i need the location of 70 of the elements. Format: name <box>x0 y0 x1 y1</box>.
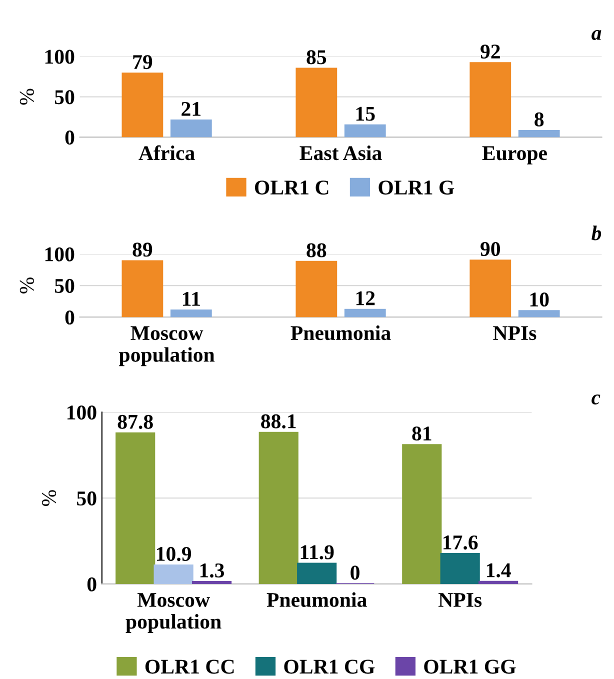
data-label: 11.9 <box>300 545 334 560</box>
legend-label: OLR1 CG <box>284 660 375 674</box>
data-label: 90 <box>480 242 500 256</box>
y-axis-title: % <box>42 490 56 506</box>
bar <box>192 581 232 584</box>
x-tick-label: Moscow population <box>119 326 215 366</box>
bar <box>154 564 194 584</box>
y-tick-label: 100 <box>45 50 74 64</box>
bar <box>122 260 164 318</box>
data-label: 88 <box>306 243 326 258</box>
legend-label: OLR1 G <box>378 180 454 195</box>
legend-label: OLR1 CC <box>145 660 234 674</box>
bar <box>440 553 480 584</box>
data-label: 81 <box>412 426 432 441</box>
bar <box>170 119 212 138</box>
legend-label: OLR1 C <box>254 180 328 195</box>
x-tick-label: Moscow population <box>126 593 222 633</box>
data-label: 15 <box>356 106 375 121</box>
legend-label: OLR1 GG <box>424 660 516 674</box>
x-tick-label: Europe <box>482 146 548 164</box>
bar <box>122 72 164 138</box>
data-label: 10.9 <box>157 546 192 562</box>
bar <box>478 580 518 584</box>
text: a <box>592 30 602 40</box>
x-tick-label: East Asia <box>300 145 382 160</box>
x-tick-label: NPIs <box>493 326 536 340</box>
bar <box>296 68 338 138</box>
y-tick-label: 50 <box>77 491 96 506</box>
y-tick-label: 0 <box>87 577 96 592</box>
data-label: 1.3 <box>200 563 224 578</box>
bar <box>297 562 337 584</box>
data-label: 1.4 <box>486 563 511 578</box>
bar <box>170 309 212 318</box>
bar <box>518 130 560 138</box>
y-axis-title: % <box>20 278 34 294</box>
y-tick-label: 50 <box>54 278 74 293</box>
y-tick-label: 100 <box>67 406 96 420</box>
bar <box>518 310 560 318</box>
bar <box>116 432 156 584</box>
x-tick-label: Pneumonia <box>266 592 367 607</box>
data-label: 79 <box>133 55 152 70</box>
x-tick-label: Pneumonia <box>290 325 391 340</box>
bar <box>470 62 512 138</box>
bar <box>344 124 386 138</box>
data-label: 92 <box>480 44 500 59</box>
data-label: 88.1 <box>261 414 296 428</box>
bar <box>258 432 298 584</box>
data-label: 11 <box>182 292 200 306</box>
bar <box>344 308 386 318</box>
y-axis-title: % <box>20 88 34 105</box>
data-label: 10 <box>530 292 549 307</box>
y-tick-label: 50 <box>54 90 74 104</box>
data-label: 21 <box>182 102 200 116</box>
bar <box>470 260 512 318</box>
y-tick-label: 0 <box>65 130 74 145</box>
data-label: 85 <box>306 50 326 64</box>
y-tick-label: 0 <box>65 310 74 325</box>
text: b <box>592 226 602 240</box>
bar <box>402 444 442 584</box>
bar <box>296 260 338 318</box>
data-label: 0 <box>350 566 360 580</box>
data-label: 87.8 <box>118 414 153 429</box>
x-tick-label: NPIs <box>438 593 482 607</box>
x-tick-label: Africa <box>138 145 195 160</box>
data-label: 17.6 <box>444 535 478 550</box>
data-label: 12 <box>356 291 375 306</box>
text: c <box>592 394 600 404</box>
data-label: 89 <box>132 242 152 257</box>
y-tick-label: 100 <box>45 247 74 262</box>
data-label: 8 <box>534 112 544 126</box>
